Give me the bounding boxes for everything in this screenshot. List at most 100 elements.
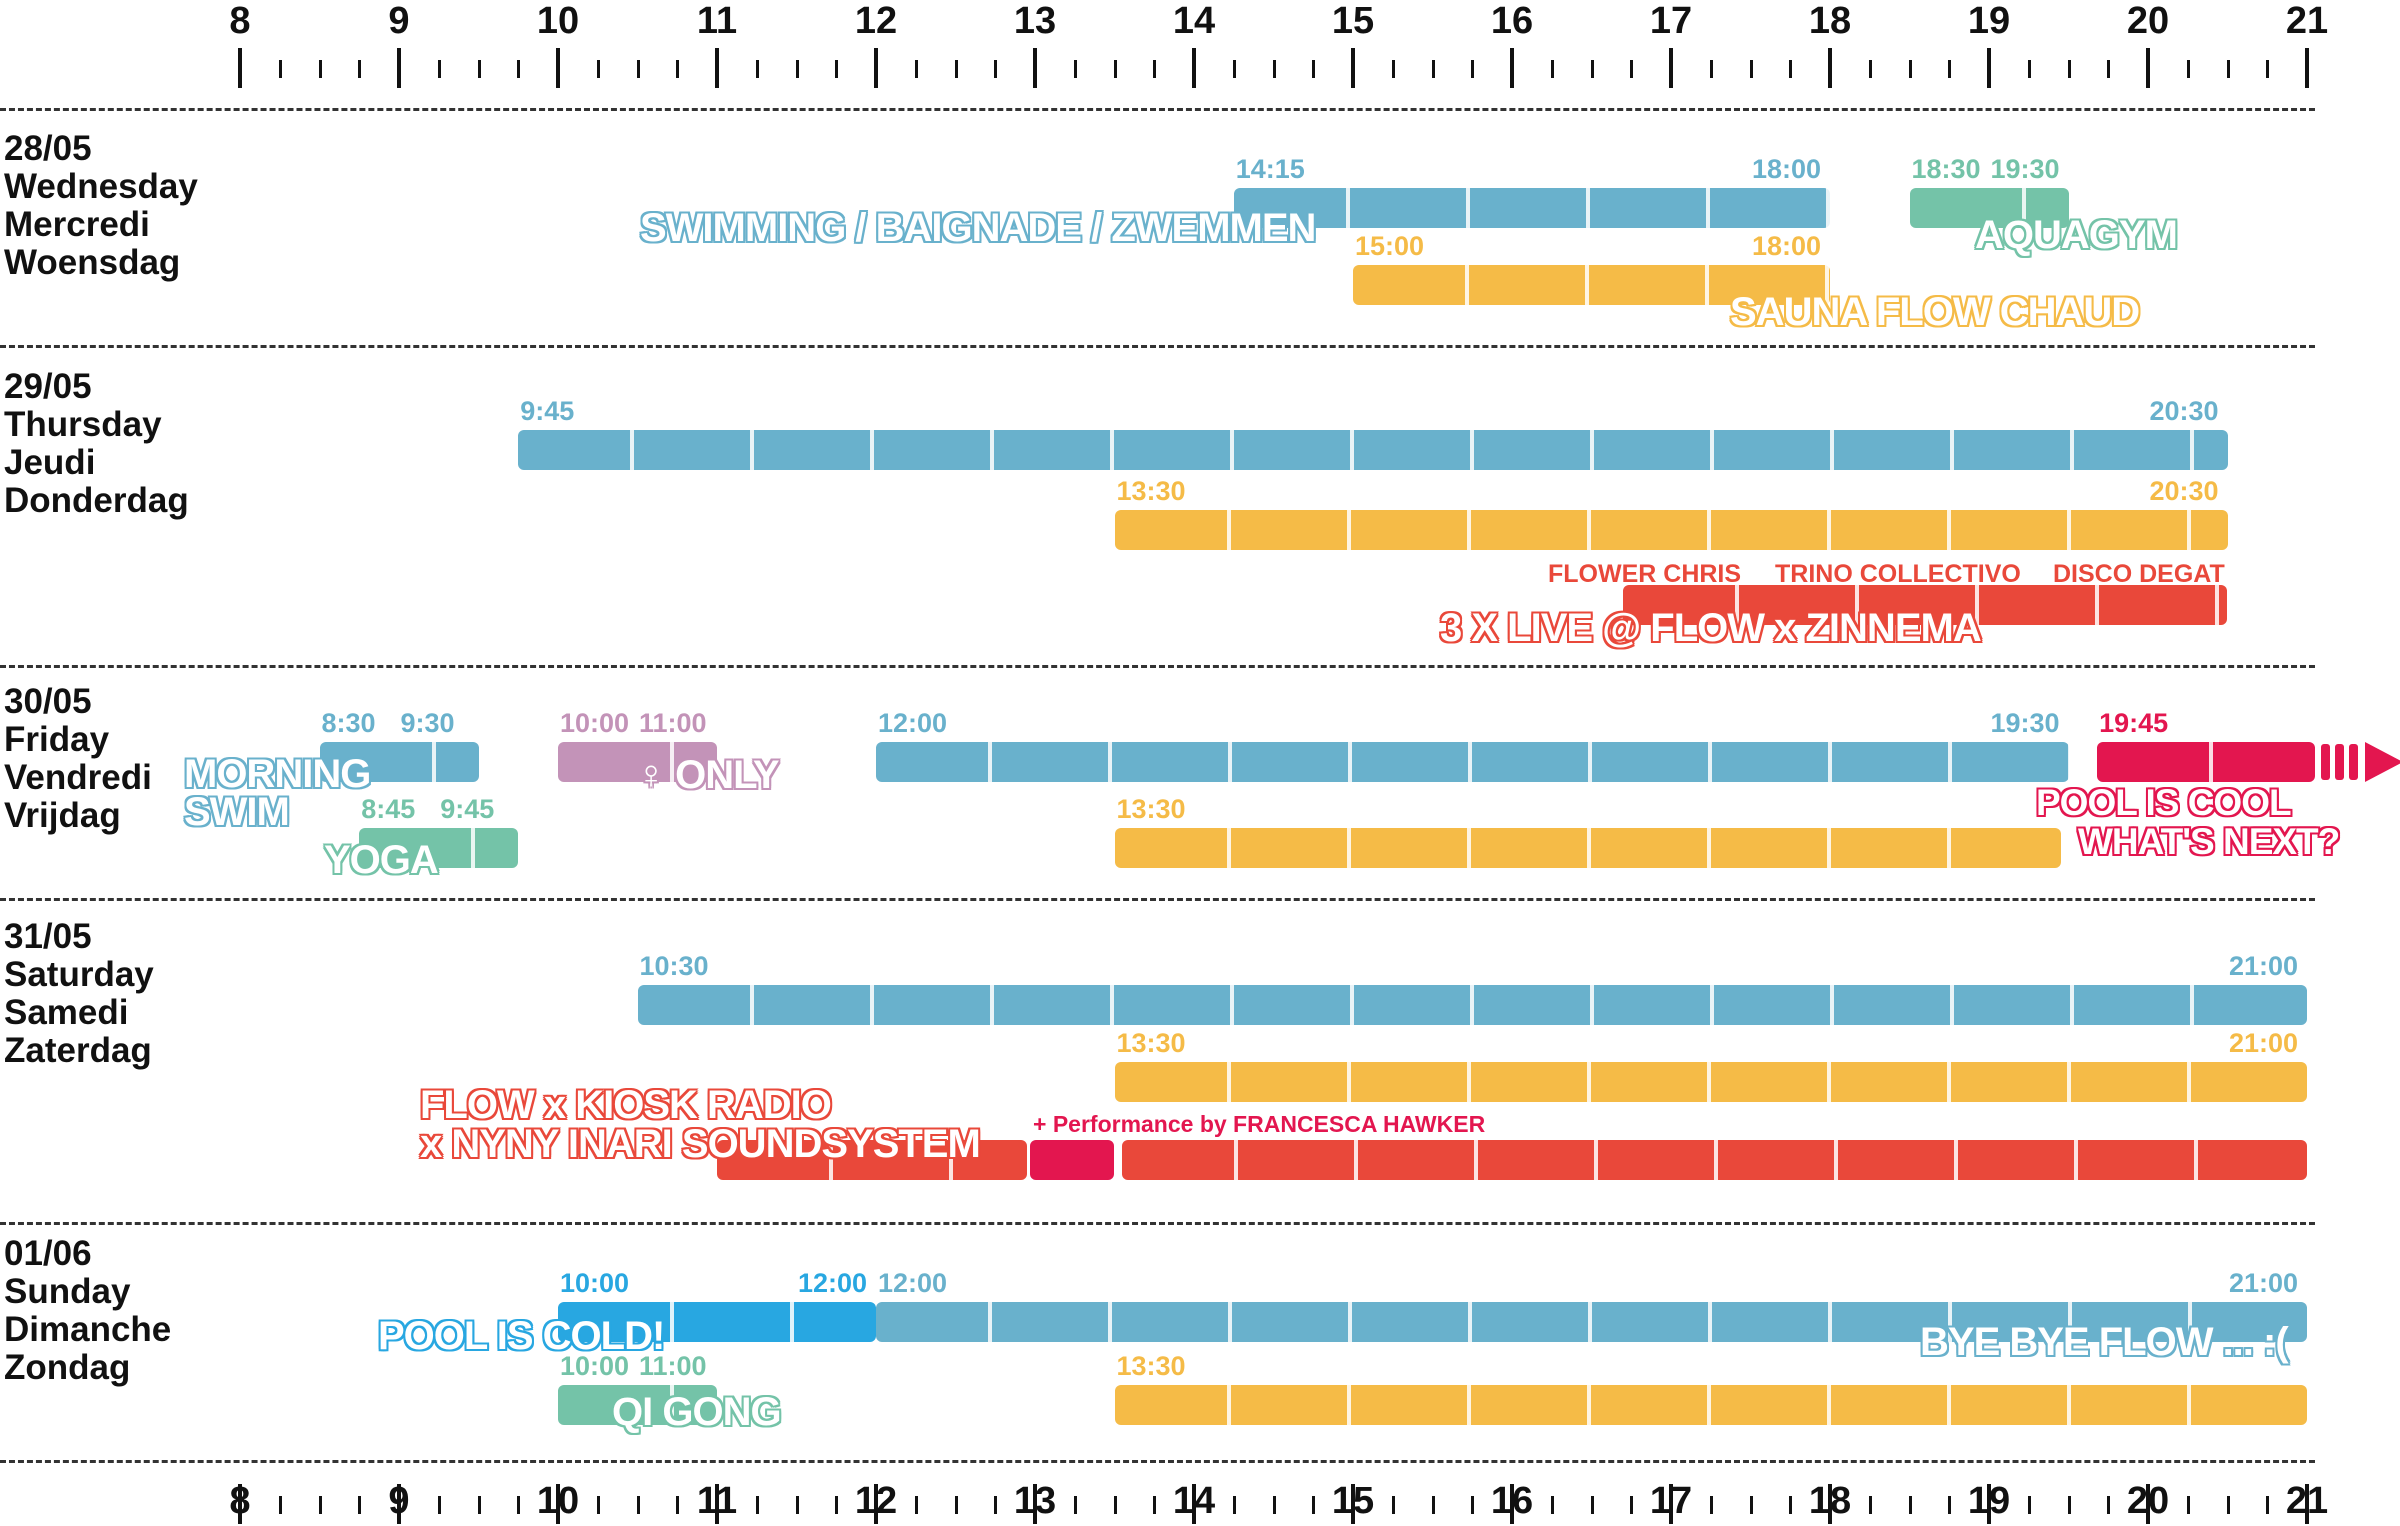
event-bar [518, 430, 2228, 470]
event-end-time: 11:00 [639, 1351, 707, 1381]
hour-tick [1033, 1484, 1037, 1524]
event-end-time: 20:30 [2149, 476, 2219, 506]
quarter-tick [517, 60, 521, 78]
quarter-tick [2186, 60, 2190, 78]
event-end-time: 21:00 [2229, 951, 2299, 981]
quarter-tick [994, 60, 998, 78]
event-bar [1114, 1385, 2307, 1425]
event-bar [876, 1302, 2307, 1342]
event-start-time: 9:45 [520, 396, 575, 426]
quarter-tick [1391, 60, 1395, 78]
event-bar [1122, 1140, 2307, 1180]
event-bar [1909, 188, 2069, 228]
quarter-tick [1391, 1496, 1395, 1514]
event-start-time: 10:00 [560, 1351, 630, 1381]
event-start-time: 13:30 [1116, 476, 1186, 506]
quarter-tick [437, 1496, 441, 1514]
hour-tick [1828, 1484, 1832, 1524]
event-bar [876, 742, 2069, 782]
quarter-tick [437, 60, 441, 78]
arrow-stripe [2348, 744, 2358, 780]
event-title: x NYNY INARI SOUNDSYSTEM [420, 1122, 981, 1166]
event-start-time: 13:30 [1116, 1351, 1186, 1381]
day-separator [0, 345, 2315, 348]
hour-label-top: 11 [696, 0, 738, 42]
event-start-time: 8:30 [321, 708, 376, 738]
day-separator [0, 898, 2315, 901]
hour-label-top: 9 [388, 0, 410, 42]
quarter-tick [2186, 1496, 2190, 1514]
day-header: 31/05 Saturday Samedi Zaterdag [4, 918, 154, 1070]
event-start-time: 18:30 [1911, 154, 1981, 184]
day-nl: Zaterdag [4, 1031, 152, 1070]
day-en: Wednesday [4, 167, 198, 206]
event-start-time: 19:45 [2099, 708, 2169, 738]
event-start-time: 12:00 [878, 1268, 948, 1298]
hour-label-top: 20 [2126, 0, 2170, 42]
event-start-time: 10:00 [560, 708, 630, 738]
quarter-tick [1749, 60, 1753, 78]
quarter-tick [1789, 60, 1793, 78]
event-bar [1233, 188, 1830, 228]
event-title: + Performance by FRANCESCA HAWKER [1033, 1111, 1486, 1137]
event-end-time: 19:30 [1990, 708, 2060, 738]
quarter-tick [358, 1496, 362, 1514]
hour-tick [2305, 1484, 2309, 1524]
quarter-tick [1153, 1496, 1157, 1514]
hour-tick [238, 48, 242, 88]
arrow-right-icon [2364, 742, 2400, 782]
quarter-tick [1630, 1496, 1634, 1514]
quarter-tick [1312, 60, 1316, 78]
quarter-tick [517, 1496, 521, 1514]
event-title: POOL IS COLD! [378, 1314, 665, 1358]
quarter-tick [1312, 1496, 1316, 1514]
hour-label-top: 17 [1649, 0, 1693, 42]
quarter-tick [1471, 60, 1475, 78]
event-start-time: 12:00 [878, 708, 948, 738]
quarter-tick [636, 1496, 640, 1514]
quarter-tick [1590, 60, 1594, 78]
event-end-time: 12:00 [798, 1268, 868, 1298]
day-fr: Vendredi [4, 758, 152, 797]
event-title: SAUNA FLOW CHAUD [1730, 290, 2140, 334]
event-start-time: 10:00 [560, 1268, 630, 1298]
quarter-tick [2226, 60, 2230, 78]
day-en: Sunday [4, 1272, 131, 1311]
event-start-time: 15:00 [1355, 231, 1425, 261]
quarter-tick [1113, 60, 1117, 78]
quarter-tick [1789, 1496, 1793, 1514]
day-nl: Vrijdag [4, 796, 121, 835]
hour-tick [2146, 48, 2150, 88]
quarter-tick [835, 60, 839, 78]
quarter-tick [2107, 1496, 2111, 1514]
quarter-tick [318, 1496, 322, 1514]
hour-tick [1192, 48, 1196, 88]
hour-label-top: 14 [1172, 0, 1216, 42]
day-fr: Dimanche [4, 1310, 172, 1349]
quarter-tick [2226, 1496, 2230, 1514]
quarter-tick [795, 60, 799, 78]
quarter-tick [596, 60, 600, 78]
quarter-tick [1153, 60, 1157, 78]
quarter-tick [954, 60, 958, 78]
event-bar [359, 828, 519, 868]
hour-tick [715, 48, 719, 88]
arrow-stripe [2334, 744, 2344, 780]
hour-label-top: 10 [536, 0, 580, 42]
quarter-tick [636, 60, 640, 78]
day-nl: Woensdag [4, 243, 181, 282]
day-date: 29/05 [4, 367, 92, 406]
quarter-tick [994, 1496, 998, 1514]
quarter-tick [278, 60, 282, 78]
quarter-tick [835, 1496, 839, 1514]
event-end-time: 11:00 [639, 708, 707, 738]
event-bar [558, 1385, 717, 1425]
hour-label-top: 21 [2285, 0, 2329, 42]
quarter-tick [2266, 1496, 2270, 1514]
hour-tick [2305, 48, 2309, 88]
quarter-tick [1908, 1496, 1912, 1514]
quarter-tick [755, 60, 759, 78]
quarter-tick [1073, 60, 1077, 78]
quarter-tick [318, 60, 322, 78]
quarter-tick [1709, 60, 1713, 78]
